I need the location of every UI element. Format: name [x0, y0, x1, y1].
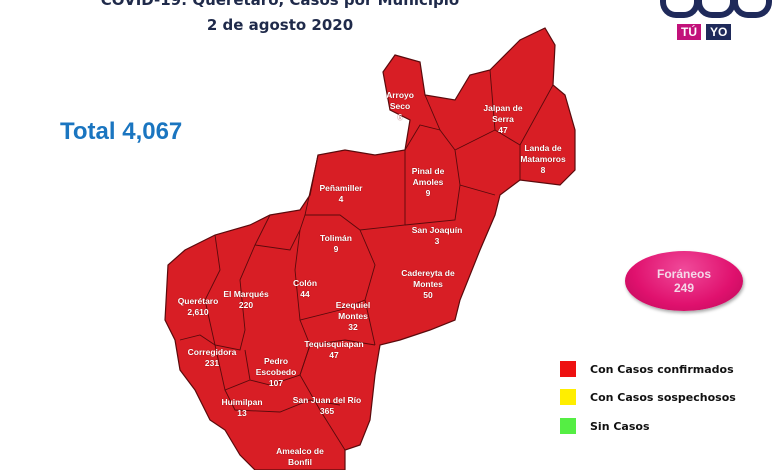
municipio-label: Tolimán 9 — [320, 233, 352, 254]
municipio-label: Peñamiller 4 — [319, 183, 363, 204]
qro-logo — [660, 0, 772, 42]
logo-yo: YO — [706, 24, 732, 40]
municipio-label: Ezequiel Montes 32 — [335, 300, 371, 332]
municipal-borders — [179, 69, 554, 451]
municipio-label: Cadereyta de Montes 50 — [401, 268, 455, 300]
legend-item-sospechosos: Con Casos sospechosos — [560, 389, 736, 405]
municipio-label: Huimilpan 13 — [221, 397, 263, 418]
municipio-label: Pinal de Amoles 9 — [411, 166, 445, 198]
legend-swatch-green — [560, 418, 576, 434]
legend-label: Con Casos confirmados — [590, 362, 734, 376]
legend-item-sin-casos: Sin Casos — [560, 418, 650, 434]
municipio-label: Arroyo Seco 6 — [386, 90, 414, 122]
logo-tu: TÚ — [677, 24, 701, 40]
municipio-label: Amealco de Bonfil — [276, 446, 324, 467]
legend-swatch-red — [560, 361, 576, 377]
foraneos-label: Foráneos — [656, 267, 711, 281]
legend-swatch-yellow — [560, 389, 576, 405]
foraneos-value: 249 — [673, 281, 695, 295]
municipio-label: Jalpan de Serra 47 — [483, 103, 523, 135]
municipio-label: Pedro Escobedo 107 — [255, 356, 297, 388]
legend-label: Con Casos sospechosos — [590, 390, 736, 404]
municipio-label: Querétaro 2,610 — [177, 296, 219, 317]
foraneos-badge: Foráneos 249 — [625, 251, 743, 311]
municipio-label: Tequisquiapan 47 — [304, 339, 364, 360]
municipio-label: Landa de Matamoros 8 — [520, 143, 566, 175]
state-outline — [164, 27, 576, 470]
municipio-label: Colón 44 — [292, 278, 318, 299]
legend-item-confirmados: Con Casos confirmados — [560, 361, 734, 377]
municipio-label: Corregidora 231 — [187, 347, 237, 368]
municipio-label: San Joaquín 3 — [411, 225, 463, 246]
map-date: 2 de agosto 2020 — [206, 16, 354, 34]
municipio-label: El Marqués 220 — [223, 289, 269, 310]
map-title: COVID-19: Querétaro, Casos por Municipio — [100, 0, 460, 9]
legend-label: Sin Casos — [590, 419, 650, 433]
total-cases: Total 4,067 — [60, 118, 183, 145]
municipio-label: San Juan del Río 365 — [292, 395, 362, 416]
